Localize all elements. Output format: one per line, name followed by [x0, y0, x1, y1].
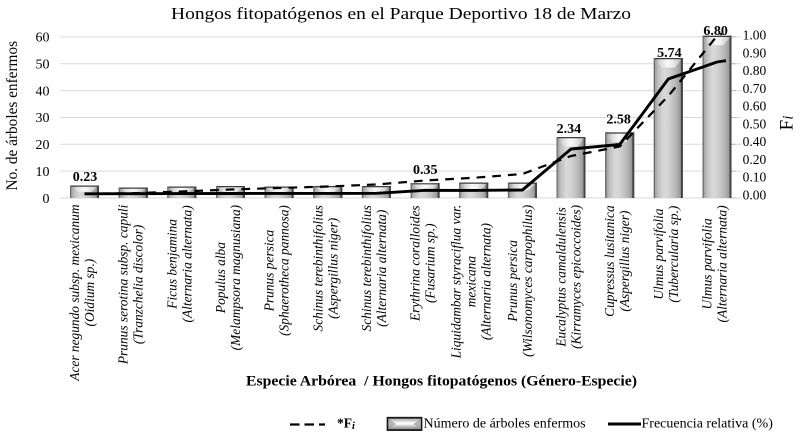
svg-text:6.80: 6.80	[703, 24, 728, 39]
svg-text:30: 30	[36, 111, 50, 126]
svg-text:0.00: 0.00	[743, 187, 767, 202]
svg-text:No. de árboles enfermos: No. de árboles enfermos	[4, 41, 21, 191]
svg-text:0.70: 0.70	[743, 81, 767, 96]
svg-text:0.50: 0.50	[743, 116, 767, 131]
svg-text:50: 50	[36, 58, 50, 73]
svg-text:0.10: 0.10	[743, 170, 767, 185]
svg-text:Populus alba(Melampsora magnus: Populus alba(Melampsora magnusiana)	[213, 204, 243, 350]
svg-text:Schinus terebinthifolius(Asper: Schinus terebinthifolius(Aspergillus nig…	[310, 205, 340, 331]
svg-text:2.34: 2.34	[557, 122, 582, 137]
svg-text:Acer negundo subsp. mexicanum(: Acer negundo subsp. mexicanum(Oidium sp.…	[67, 204, 97, 382]
svg-text:0.40: 0.40	[743, 134, 767, 149]
svg-text:0.60: 0.60	[743, 99, 767, 114]
svg-text:5.74: 5.74	[657, 46, 682, 61]
svg-text:10: 10	[36, 165, 50, 180]
svg-text:*Fi: *Fi	[337, 416, 355, 433]
svg-text:0.90: 0.90	[743, 45, 767, 60]
svg-text:60: 60	[36, 31, 50, 46]
svg-text:Especie Arbórea / Hongos fito: Especie Arbórea / Hongos fitopatógenos (…	[246, 374, 637, 390]
svg-text:0.23: 0.23	[73, 170, 98, 185]
svg-text:Prunus persica(Wilsonomyces ca: Prunus persica(Wilsonomyces carpophilus)	[505, 204, 535, 357]
svg-text:0.20: 0.20	[743, 152, 767, 167]
svg-text:Eucalyptus camaldulensis(Kirra: Eucalyptus camaldulensis(Kirramyces epic…	[554, 204, 584, 348]
svg-text:Ulmus parvifolia(Alternaria al: Ulmus parvifolia(Alternaria alternata)	[700, 205, 730, 323]
svg-text:Prunus persica(Sphaerotheca pa: Prunus persica(Sphaerotheca pannosa)	[262, 205, 292, 336]
svg-text:Cupressus lusitanica(Aspergill: Cupressus lusitanica(Aspergillus niger)	[602, 205, 632, 317]
svg-text:2.58: 2.58	[606, 112, 631, 127]
svg-text:Número de árboles enfermos: Número de árboles enfermos	[424, 417, 586, 432]
svg-text:0.35: 0.35	[413, 163, 438, 178]
svg-text:1.00: 1.00	[743, 28, 767, 43]
svg-text:0.80: 0.80	[743, 63, 767, 78]
svg-text:Ulmus parvifolia(Tubercularia: Ulmus parvifolia(Tubercularia sp.)	[651, 205, 681, 302]
svg-text:20: 20	[36, 138, 50, 153]
svg-text:Fi: Fi	[777, 116, 798, 131]
svg-text:0: 0	[43, 192, 50, 207]
svg-text:Prunus serotina subsp. capuli(: Prunus serotina subsp. capuli(Tranzcheli…	[116, 204, 146, 365]
svg-text:Schinus terebinthifolius(Alter: Schinus terebinthifolius(Alternaria alte…	[359, 205, 389, 331]
svg-text:Liquidambar styraciflua var.me: Liquidambar styraciflua var.mexicana(Alt…	[449, 205, 494, 360]
svg-text:Hongos fitopatógenos en el Par: Hongos fitopatógenos en el Parque Deport…	[171, 4, 631, 23]
svg-text:Erythrina coralloides(Fusarium: Erythrina coralloides(Fusarium sp.)	[408, 205, 438, 322]
svg-text:Ficus benjamina(Alternaria alt: Ficus benjamina(Alternaria alternata)	[164, 205, 194, 323]
svg-text:Frecuencia relativa (%): Frecuencia relativa (%)	[642, 417, 774, 432]
svg-text:40: 40	[36, 84, 50, 99]
